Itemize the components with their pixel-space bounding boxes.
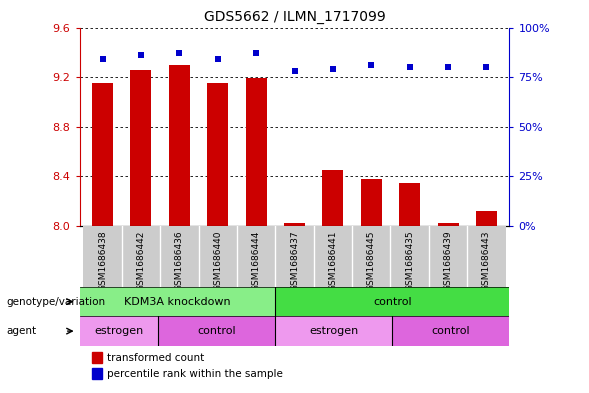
Bar [275,316,392,346]
Text: transformed count: transformed count [107,353,205,363]
Bar [399,183,420,226]
Bar [246,78,267,226]
Point [136,52,145,59]
Bar [476,211,497,226]
Text: GSM1686437: GSM1686437 [290,231,299,292]
Bar [92,83,113,226]
Bar [314,226,352,287]
Point [328,66,337,72]
Bar [237,226,275,287]
Bar [84,226,122,287]
Text: GSM1686444: GSM1686444 [252,231,260,291]
Title: GDS5662 / ILMN_1717099: GDS5662 / ILMN_1717099 [204,10,385,24]
Bar [169,65,190,226]
Bar [92,352,102,363]
Point [290,68,299,74]
Text: GSM1686440: GSM1686440 [213,231,222,291]
Text: estrogen: estrogen [94,326,143,336]
Point [174,50,184,57]
Point [252,50,261,57]
Bar [322,170,343,226]
Text: GSM1686443: GSM1686443 [482,231,491,291]
Text: estrogen: estrogen [309,326,358,336]
Bar [391,226,429,287]
Point [444,64,453,70]
Bar [207,83,229,226]
Bar [122,226,160,287]
Text: GSM1686436: GSM1686436 [175,231,184,292]
Bar [360,179,382,226]
Bar [80,287,275,316]
Text: genotype/variation: genotype/variation [6,297,105,307]
Point [405,64,415,70]
Text: control: control [432,326,470,336]
Bar [160,226,198,287]
Point [482,64,491,70]
Bar [392,316,509,346]
Bar [158,316,275,346]
Point [366,62,376,68]
Text: GSM1686442: GSM1686442 [137,231,145,291]
Bar [275,226,314,287]
Bar [429,226,467,287]
Bar [467,226,505,287]
Point [213,56,223,62]
Bar [130,70,151,226]
Bar [275,287,509,316]
Text: GSM1686438: GSM1686438 [98,231,107,292]
Bar [438,224,459,226]
Bar [80,316,158,346]
Text: KDM3A knockdown: KDM3A knockdown [124,297,230,307]
Text: GSM1686445: GSM1686445 [367,231,376,291]
Point [98,56,107,62]
Text: control: control [197,326,236,336]
Bar [284,224,305,226]
Text: control: control [373,297,412,307]
Bar [352,226,391,287]
Text: agent: agent [6,326,36,336]
Text: GSM1686435: GSM1686435 [405,231,414,292]
Text: GSM1686441: GSM1686441 [329,231,337,291]
Text: GSM1686439: GSM1686439 [444,231,452,292]
Bar [198,226,237,287]
Bar [92,368,102,379]
Text: percentile rank within the sample: percentile rank within the sample [107,369,283,379]
